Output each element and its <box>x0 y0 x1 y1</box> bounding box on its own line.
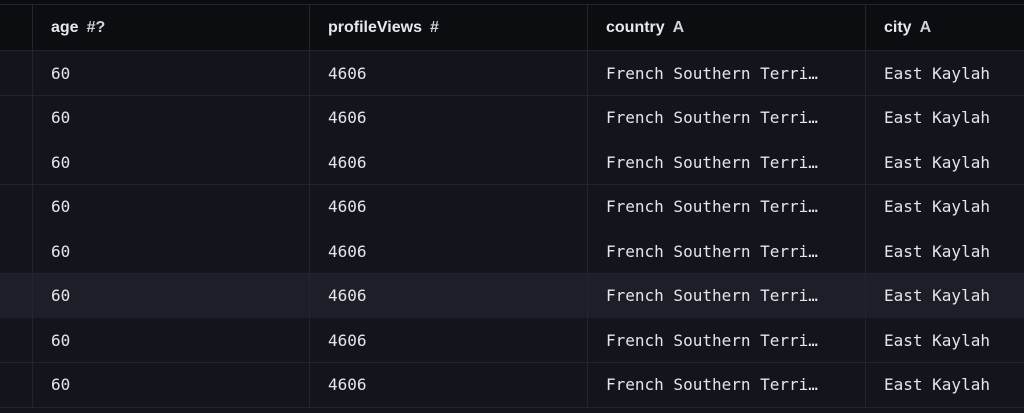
top-border <box>0 0 1024 5</box>
cell-age[interactable]: 60 <box>33 140 310 184</box>
column-header-city[interactable]: city A <box>866 5 1024 50</box>
cell-country[interactable]: French Southern Terri… <box>588 318 866 362</box>
table-row[interactable]: 60 4606 French Southern Terri… East Kaylah <box>0 362 1024 408</box>
table-row[interactable]: 60 4606 French Southern Terri… East Kaylah <box>0 184 1024 230</box>
cell-country[interactable]: French Southern Terri… <box>588 362 866 407</box>
cell-city[interactable]: East Kaylah <box>884 152 990 172</box>
row-marker-header <box>0 5 33 50</box>
cell-profileviews[interactable]: 4606 <box>310 318 588 362</box>
cell-age[interactable]: 60 <box>33 51 310 95</box>
cell-profileviews[interactable]: 4606 <box>310 273 588 318</box>
row-marker[interactable] <box>0 51 33 95</box>
column-name: city <box>884 18 912 36</box>
cell-age[interactable]: 60 <box>33 95 310 140</box>
text-type-icon: A <box>919 18 932 36</box>
cell-age[interactable]: 60 <box>33 318 310 362</box>
cell-country[interactable]: French Southern Terri… <box>588 95 866 140</box>
table-row[interactable]: 60 4606 French Southern Terri… East Kaylah <box>0 51 1024 96</box>
table-row[interactable]: 60 4606 French Southern Terri… East Kaylah <box>0 140 1024 185</box>
cell-city[interactable]: East Kaylah <box>884 375 990 394</box>
cell-age[interactable]: 60 <box>33 184 310 229</box>
column-header-age[interactable]: age #? <box>33 5 310 50</box>
column-name: country <box>606 18 665 36</box>
row-marker[interactable] <box>0 362 33 407</box>
table-row[interactable]: 60 4606 French Southern Terri… East Kaylah <box>0 95 1024 141</box>
header-row: age #? profileViews # country A city A <box>0 5 1024 51</box>
row-marker[interactable] <box>0 273 33 318</box>
cell-city[interactable]: East Kaylah <box>884 63 990 83</box>
table-row[interactable]: 60 4606 French Southern Terri… East Kaylah <box>0 318 1024 363</box>
cell-city[interactable]: East Kaylah <box>884 286 990 305</box>
table-row[interactable]: 60 4606 French Southern Terri… East Kaylah <box>0 229 1024 274</box>
number-type-icon: # <box>429 18 439 36</box>
cell-profileviews[interactable]: 4606 <box>310 362 588 407</box>
table-row[interactable]: 60 4606 French Southern Terri… East Kaylah <box>0 273 1024 319</box>
column-name: profileViews <box>328 18 422 36</box>
cell-profileviews[interactable]: 4606 <box>310 229 588 273</box>
cell-city[interactable]: East Kaylah <box>884 330 990 350</box>
cell-age[interactable]: 60 <box>33 273 310 318</box>
cell-country[interactable]: French Southern Terri… <box>588 140 866 184</box>
cell-country[interactable]: French Southern Terri… <box>588 273 866 318</box>
cell-city[interactable]: East Kaylah <box>884 108 990 127</box>
cell-city[interactable]: East Kaylah <box>884 197 990 216</box>
cell-profileviews[interactable]: 4606 <box>310 140 588 184</box>
cell-country[interactable]: French Southern Terri… <box>588 184 866 229</box>
cell-country[interactable]: French Southern Terri… <box>588 51 866 95</box>
cell-country[interactable]: French Southern Terri… <box>588 229 866 273</box>
column-name: age <box>51 18 79 36</box>
row-marker[interactable] <box>0 95 33 140</box>
cell-profileviews[interactable]: 4606 <box>310 184 588 229</box>
cell-age[interactable]: 60 <box>33 229 310 273</box>
row-marker[interactable] <box>0 140 33 184</box>
cell-city[interactable]: East Kaylah <box>884 241 990 261</box>
cell-profileviews[interactable]: 4606 <box>310 95 588 140</box>
row-marker[interactable] <box>0 229 33 273</box>
row-marker[interactable] <box>0 318 33 362</box>
column-header-country[interactable]: country A <box>588 5 866 50</box>
number-type-icon: #? <box>86 18 106 36</box>
column-header-profileviews[interactable]: profileViews # <box>310 5 588 50</box>
text-type-icon: A <box>672 18 685 36</box>
cell-age[interactable]: 60 <box>33 362 310 407</box>
row-marker[interactable] <box>0 184 33 229</box>
cell-profileviews[interactable]: 4606 <box>310 51 588 95</box>
